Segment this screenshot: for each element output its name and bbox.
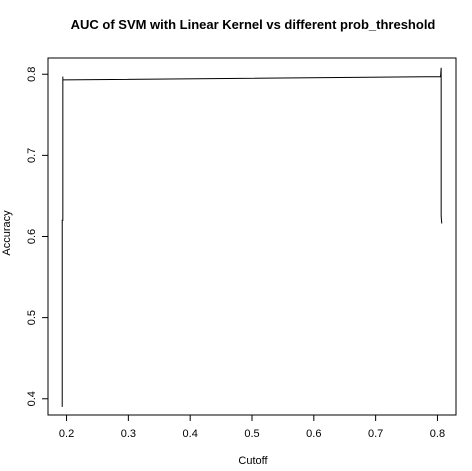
plot-frame bbox=[47, 57, 457, 416]
plot-series bbox=[61, 67, 443, 407]
y-axis-label: Accuracy bbox=[1, 210, 13, 256]
x-tick-label: 0.2 bbox=[59, 428, 74, 440]
y-tick-label: 0.7 bbox=[26, 148, 38, 163]
y-tick-label: 0.4 bbox=[26, 391, 38, 406]
y-axis: 0.4 0.5 0.6 0.7 0.8 bbox=[26, 67, 48, 406]
x-tick-label: 0.8 bbox=[430, 428, 445, 440]
series-line bbox=[61, 67, 443, 407]
x-tick-label: 0.6 bbox=[306, 428, 321, 440]
x-axis: 0.2 0.3 0.4 0.5 0.6 0.7 0.8 bbox=[59, 415, 445, 440]
y-tick-label: 0.5 bbox=[26, 310, 38, 325]
y-tick-label: 0.8 bbox=[26, 67, 38, 82]
y-tick-label: 0.6 bbox=[26, 229, 38, 244]
x-tick-label: 0.7 bbox=[368, 428, 383, 440]
x-tick-label: 0.4 bbox=[183, 428, 198, 440]
x-tick-label: 0.3 bbox=[121, 428, 136, 440]
x-axis-label: Cutoff bbox=[238, 455, 268, 467]
x-tick-label: 0.5 bbox=[244, 428, 259, 440]
chart-title: AUC of SVM with Linear Kernel vs differe… bbox=[71, 17, 436, 32]
